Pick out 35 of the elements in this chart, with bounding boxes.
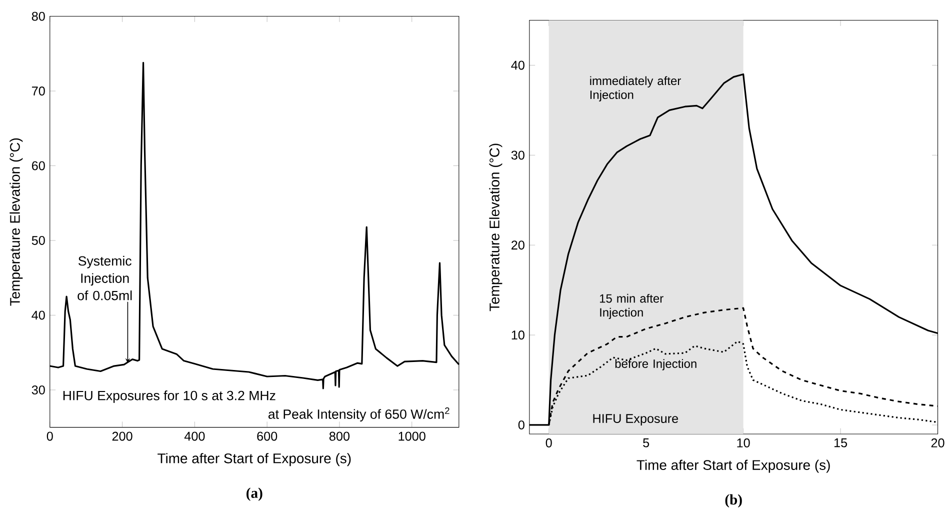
x-tick-label: 15 bbox=[834, 438, 848, 448]
annotation: Systemic Injection of 0.05ml bbox=[78, 256, 132, 300]
y-axis-title: Temperature Elevation (°C) bbox=[489, 144, 502, 312]
y-tick-label: 80 bbox=[32, 12, 45, 21]
y-tick-label: 20 bbox=[512, 240, 524, 250]
x-tick-label: 10 bbox=[737, 438, 750, 448]
y-tick-label: 70 bbox=[32, 86, 45, 96]
band-label: HIFU Exposure bbox=[593, 414, 678, 426]
x-tick-label: 600 bbox=[257, 432, 278, 441]
series-label: immediately after Injection bbox=[590, 76, 681, 102]
y-tick-label: 40 bbox=[32, 310, 45, 320]
x-tick-label: 5 bbox=[643, 438, 650, 448]
x-tick-label: 0 bbox=[46, 432, 53, 441]
y-axis-title: Temperature Elevation (°C) bbox=[10, 138, 23, 306]
y-tick-label: 60 bbox=[32, 161, 45, 170]
text: (a) bbox=[246, 488, 262, 502]
annotation: at Peak Intensity of 650 W/cm$^{2}$ bbox=[268, 408, 450, 422]
x-axis-title: Time after Start of Exposure (s) bbox=[636, 460, 830, 473]
text: (b) bbox=[725, 494, 742, 508]
x-axis-title: Time after Start of Exposure (s) bbox=[158, 453, 351, 466]
y-tick-label: 30 bbox=[511, 150, 524, 160]
x-tick-label: 400 bbox=[184, 432, 205, 441]
y-tick-label: 0 bbox=[518, 420, 524, 430]
x-tick-label: 200 bbox=[112, 432, 132, 441]
series-label: 15 min after Injection bbox=[600, 294, 664, 320]
x-tick-label: 1000 bbox=[398, 432, 426, 441]
y-tick-label: 50 bbox=[32, 236, 45, 246]
y-tick-label: 40 bbox=[511, 60, 524, 70]
series-label: before Injection bbox=[615, 359, 696, 370]
y-tick-label: 10 bbox=[512, 330, 524, 340]
annotation: HIFU Exposures for 10 s at 3.2 MHz bbox=[63, 390, 276, 403]
x-tick-label: 0 bbox=[546, 438, 552, 448]
y-tick-label: 30 bbox=[32, 386, 45, 395]
x-tick-label: 20 bbox=[931, 438, 944, 448]
x-tick-label: 800 bbox=[329, 432, 350, 441]
